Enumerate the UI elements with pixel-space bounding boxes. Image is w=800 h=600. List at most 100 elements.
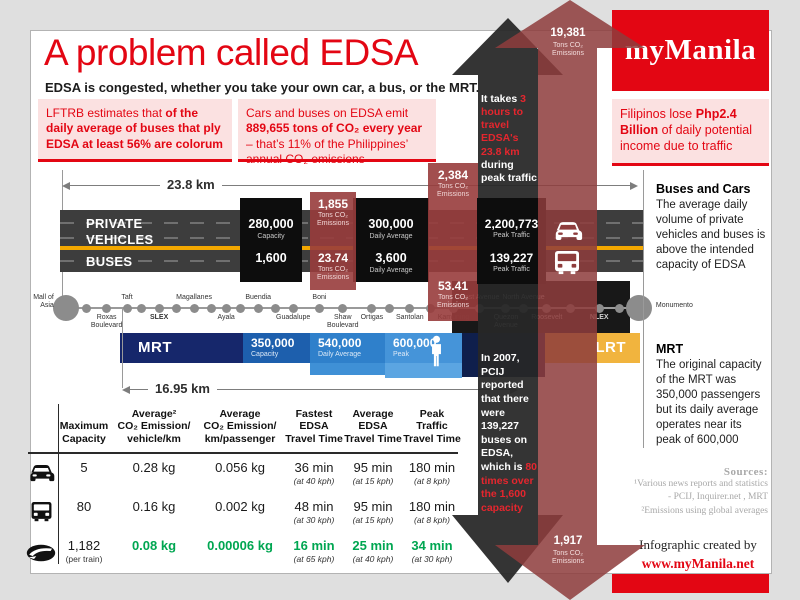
stat-value: 300,000 [368,217,414,231]
credit-text: Infographic created by [639,537,757,552]
cell-subvalue: (at 15 kph) [352,515,394,525]
table-header: Fastest EDSA Travel Time [285,407,343,446]
cell-value: 95 min [353,460,393,475]
stat-value: 3,600 [375,251,407,265]
cell-subvalue: (at 15 kph) [352,476,394,486]
mrt-seg-daily-average: 540,000 Daily Average [310,333,385,363]
emission-box-right: 2,384 Tons CO₂ Emissions 53.41 Tons CO₂ Em… [428,163,478,321]
table-header-rule [28,452,458,454]
cell-value: 5 [80,460,88,475]
table-cell: 16 min (at 65 kph) [284,533,344,573]
stat-label: Peak Traffic [493,232,530,239]
cell-value: 180 min [408,499,456,514]
sources-block: Sources: ¹Various news reports and stati… [616,466,768,518]
mrt-bar: MRT 350,000 Capacity 540,000 Daily Average… [120,333,640,378]
cell-value: 95 min [353,499,393,514]
black-arrow-top-text: It takes 3 hours to travel EDSA's 23.8 k… [481,93,538,185]
station-dot [52,295,79,321]
table-cell: 180 min (at 8 kph) [402,455,462,491]
table-header: Average EDSA Travel Time [344,407,402,446]
mrt-value: 600,000 [393,336,437,350]
callout-text: LFTRB estimates that [46,106,166,120]
note-buses-cars: Buses and Cars The average daily volume … [656,182,769,273]
station-dot [314,303,324,313]
note-heading: Buses and Cars [656,182,751,196]
cell-value: 0.002 kg [215,499,265,514]
brand-bottom-bar [612,574,769,593]
brand-logo: myManila [612,10,769,91]
cell-subvalue: (at 65 kph) [293,554,335,564]
cell-value: 25 min [352,538,394,553]
table-cell: 0.00006 kg [196,533,284,573]
dimension-rule [68,185,632,186]
station-dot [405,303,415,313]
station-dot [625,295,652,321]
bus-icon [553,251,581,280]
station-dot [542,303,552,313]
station-dot [615,303,625,313]
stat-value: 2,200,773 [484,217,539,231]
credit-link[interactable]: www.myManila.net [641,556,755,571]
stat-box-capacity: 280,000 Capacity 1,600 [240,198,302,282]
table-cell: 36 min (at 40 kph) [284,455,344,491]
table-cell: 34 min (at 30 kph) [402,533,462,573]
mrt-sublabel: Peak [393,351,409,358]
station-label: Santolan [395,314,424,321]
sources-heading: Sources: [723,466,768,478]
arrow-left-icon [122,385,130,394]
station-dot [189,303,199,313]
dimension-tick [122,308,123,388]
mrt-bar-extension [310,363,385,375]
cell-value: 180 min [408,460,456,475]
emission-value: 2,384 [437,168,469,182]
mrt-length-label: 16.95 km [148,381,217,396]
cell-value: 0.28 kg [132,460,176,475]
note-heading: MRT [656,342,684,356]
note-body: The original capacity of the MRT was 350… [656,359,762,446]
station-label: NLEX [589,314,609,321]
station-label: Monumento [655,302,693,309]
table-cell: 0.28 kg [112,455,196,491]
emission-unit: Tons CO₂ Emissions [552,41,584,57]
station-dot [102,303,112,313]
table-header: Average CO₂ Emission/ km/passenger [203,407,277,446]
table-cell: 0.08 kg [112,533,196,573]
emission-unit: Tons CO₂ Emissions [317,266,349,282]
stat-label: Capacity [257,232,285,240]
emission-box-mid: 1,855 Tons CO₂ Emissions 23.74 Tons CO₂ Em… [310,192,356,290]
table-cell: 180 min (at 8 kph) [402,494,462,530]
station-dot [338,303,348,313]
cell-value: 36 min [294,460,334,475]
stat-label: Daily Average [369,266,413,274]
cell-value: 48 min [294,499,334,514]
source-line: ²Emissions using global averages [641,505,768,516]
cell-subvalue: (at 8 kph) [414,476,450,486]
table-cell: 80 [56,494,112,530]
table-cell: 1,182 (per train) [56,533,112,573]
mrt-sublabel: Capacity [251,351,279,358]
station-dot [137,303,147,313]
emission-value: 23.74 [317,251,349,265]
station-dot [367,303,377,313]
cell-subvalue: (at 8 kph) [414,515,450,525]
mrt-value: 350,000 [251,336,295,350]
station-dot [518,303,528,313]
station-label: Roxas Boulevard [90,314,123,330]
callout-text: of daily potential income due to traffic [620,123,753,153]
stat-value: 1,600 [255,251,287,265]
station-label: Buendia [245,293,272,301]
lane-private-label: PRIVATE VEHICLES [86,216,154,247]
station-label: Ayala [217,314,235,321]
note-body: The average daily volume of private vehi… [656,199,766,271]
emission-value: 53.41 [437,279,469,293]
station-dot [253,303,263,313]
mrt-bar-extension [385,363,462,378]
station-label: Shaw Boulevard [326,314,359,330]
callout-text: – that’s 11% of the Philippines’ annual … [246,136,408,167]
station-label: Boni [312,293,327,301]
station-dot [594,303,604,313]
station-label: SLEX [149,314,169,321]
source-line: - PCIJ, Inquirer.net , MRT [668,492,768,503]
comparison-table: Maximum Capacity Average² CO₂ Emission/ v… [26,402,462,573]
